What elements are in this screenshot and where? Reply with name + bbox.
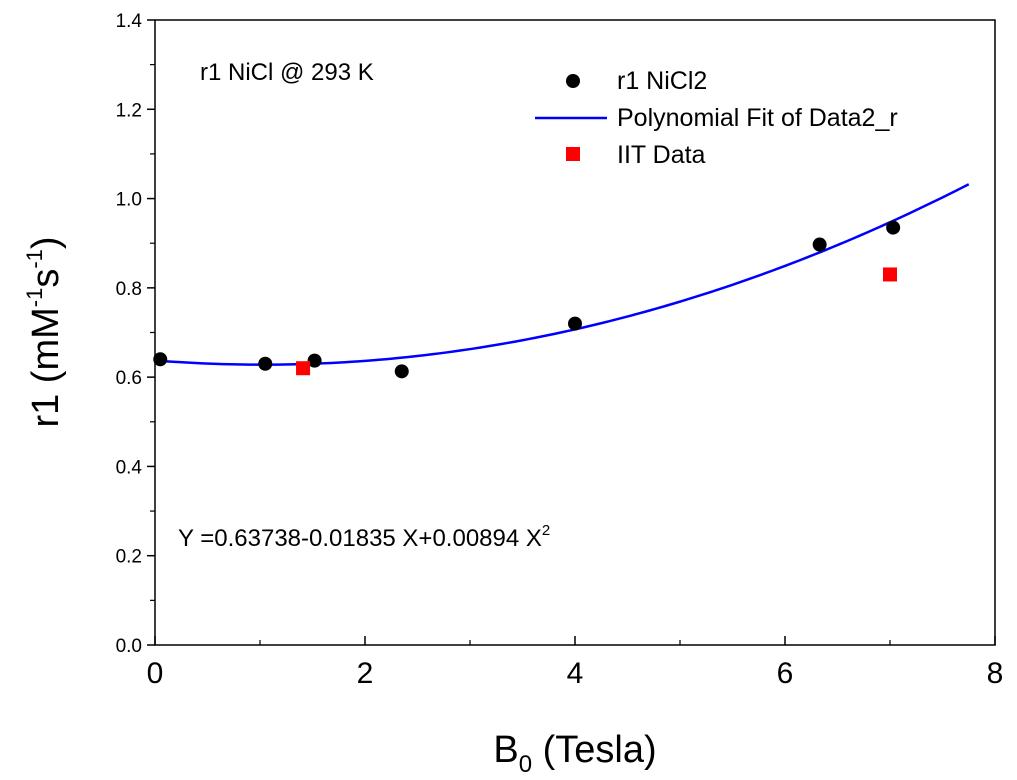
axis-ticks: 0 2 4 6 8 0.0 0.2 0.4 0.6 0.8 1.0 1.2 1.4 xyxy=(116,11,1004,690)
points-layer xyxy=(153,220,901,379)
fit-layer xyxy=(154,183,970,366)
x-axis-title: B0 (Tesla) xyxy=(493,729,656,778)
point-r1-nicl2 xyxy=(812,237,827,252)
point-iit-data xyxy=(883,267,897,282)
y-tick-label: 0.6 xyxy=(116,368,142,389)
point-r1-nicl2 xyxy=(258,356,273,371)
x-axis-title-sub: 0 xyxy=(519,751,532,778)
fit-equation: Y =0.63738-0.01835 X+0.00894 X2 xyxy=(178,522,550,552)
y-axis-title-sup2: -1 xyxy=(22,249,47,269)
y-tick-label: 0.8 xyxy=(116,279,142,300)
point-iit-data xyxy=(296,361,311,376)
point-r1-nicl2 xyxy=(886,220,901,235)
fit-equation-exponent: 2 xyxy=(542,522,550,539)
x-tick-label: 0 xyxy=(147,657,164,690)
y-tick-label: 1.4 xyxy=(116,11,143,32)
annotation-title: r1 NiCl @ 293 K xyxy=(200,59,374,86)
y-tick-label: 0.0 xyxy=(116,636,142,657)
point-r1-nicl2 xyxy=(153,352,168,367)
legend: r1 NiCl2 Polynomial Fit of Data2_r IIT D… xyxy=(535,67,898,169)
y-tick-label: 0.2 xyxy=(116,547,142,568)
x-axis-title-rest: (Tesla) xyxy=(532,729,657,771)
y-tick-label: 0.4 xyxy=(116,457,143,478)
x-tick-label: 8 xyxy=(987,657,1004,690)
x-tick-label: 4 xyxy=(567,657,584,690)
point-r1-nicl2 xyxy=(394,364,409,379)
y-axis-title-sup1: -1 xyxy=(22,288,47,308)
legend-marker-iit-data xyxy=(566,147,580,161)
fit-curve xyxy=(154,183,970,366)
y-axis-title-mid: s xyxy=(25,269,67,288)
x-axis-title-base: B xyxy=(493,729,518,771)
legend-label-iit-data: IIT Data xyxy=(617,141,706,169)
y-axis-title: r1 (mM-1s-1) xyxy=(22,236,67,427)
y-axis-title-suffix: ) xyxy=(25,236,67,249)
legend-label-r1-nicl2: r1 NiCl2 xyxy=(617,67,707,95)
x-tick-label: 6 xyxy=(777,657,794,690)
y-axis-title-prefix: r1 (mM xyxy=(25,307,67,427)
fit-equation-text: Y =0.63738-0.01835 X+0.00894 X xyxy=(178,525,542,552)
point-r1-nicl2 xyxy=(568,316,582,331)
y-tick-label: 1.0 xyxy=(116,190,142,211)
y-tick-label: 1.2 xyxy=(116,100,142,121)
legend-marker-r1-nicl2 xyxy=(566,74,580,88)
legend-label-polynomial-fit: Polynomial Fit of Data2_r xyxy=(617,104,898,132)
point-r1-nicl2 xyxy=(307,353,322,368)
x-tick-label: 2 xyxy=(357,657,374,690)
